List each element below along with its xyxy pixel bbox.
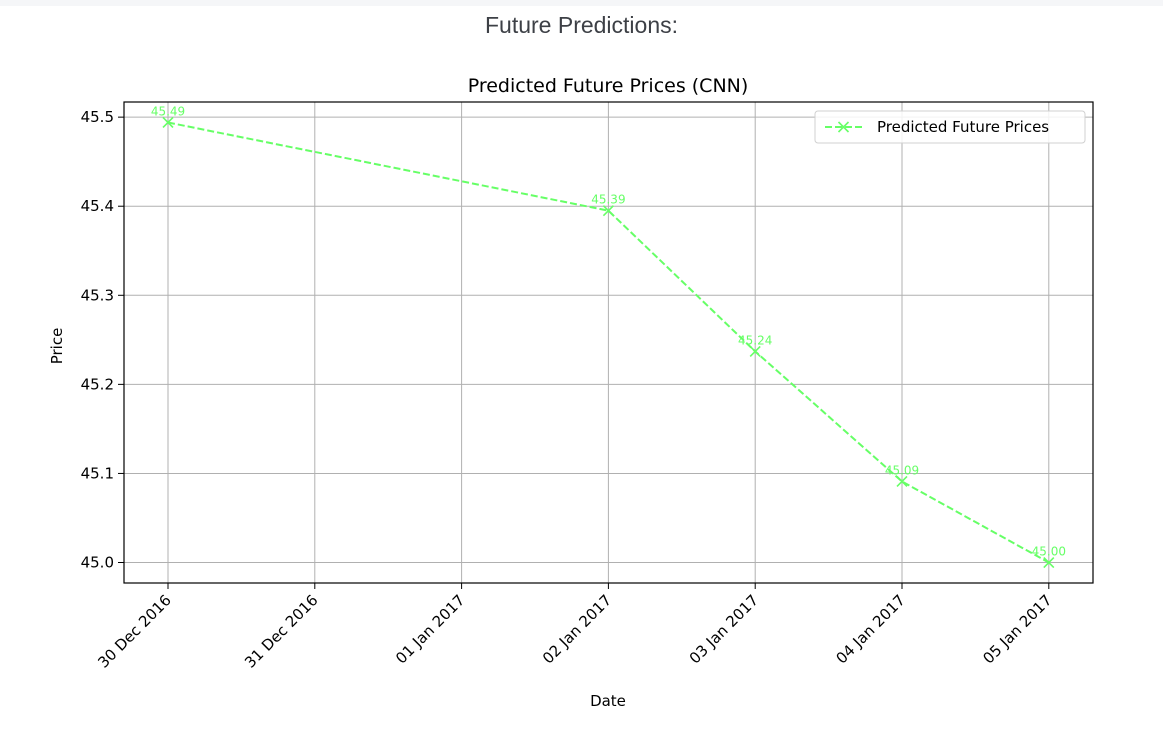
data-label: 45.09 bbox=[885, 463, 919, 477]
y-tick-label: 45.1 bbox=[81, 464, 114, 482]
x-axis-label: Date bbox=[590, 692, 626, 710]
x-tick-label: 04 Jan 2017 bbox=[833, 591, 909, 667]
legend-marker-stroke bbox=[837, 121, 850, 133]
y-tick-label: 45.0 bbox=[81, 554, 114, 572]
data-label: 45.49 bbox=[151, 104, 185, 118]
data-label: 45.00 bbox=[1032, 545, 1066, 559]
x-tick-label: 03 Jan 2017 bbox=[686, 591, 762, 667]
data-label: 45.39 bbox=[591, 193, 625, 207]
legend-entry: Predicted Future Prices bbox=[877, 118, 1049, 136]
data-point-marker bbox=[749, 345, 761, 357]
grid-lines bbox=[124, 102, 1093, 583]
data-point-marker bbox=[1043, 556, 1055, 569]
data-label: 45.24 bbox=[738, 333, 772, 347]
marker-stroke bbox=[749, 345, 761, 357]
page-heading: Future Predictions: bbox=[484, 12, 679, 38]
axis-ticks: 30 Dec 2016 31 Dec 2016 01 Jan 2017 02 Jan … bbox=[81, 108, 1056, 671]
data-point-marker bbox=[602, 205, 614, 217]
marker-stroke bbox=[1043, 556, 1055, 569]
legend-box bbox=[814, 110, 1086, 144]
data-point-marker bbox=[896, 475, 908, 488]
data-labels: 45.49 45.39 45.24 45.09 45.00 bbox=[151, 104, 1066, 558]
marker-stroke bbox=[602, 205, 614, 217]
y-tick-label: 45.5 bbox=[81, 108, 114, 126]
y-tick-label: 45.4 bbox=[81, 197, 114, 215]
marker-stroke bbox=[896, 475, 908, 488]
data-markers bbox=[162, 116, 1055, 569]
y-axis-label: Price bbox=[48, 328, 66, 365]
x-tick-label: 31 Dec 2016 bbox=[241, 591, 321, 671]
x-tick-label: 05 Jan 2017 bbox=[979, 591, 1055, 667]
y-tick-label: 45.3 bbox=[81, 286, 114, 304]
marker-stroke bbox=[162, 116, 174, 129]
chart-title: Predicted Future Prices (CNN) bbox=[468, 75, 749, 97]
x-tick-label: 30 Dec 2016 bbox=[94, 591, 174, 671]
y-tick-label: 45.2 bbox=[81, 375, 114, 393]
legend: Predicted Future Prices bbox=[814, 110, 1086, 144]
data-point-marker bbox=[162, 116, 174, 129]
x-tick-label: 02 Jan 2017 bbox=[539, 591, 615, 667]
x-tick-label: 01 Jan 2017 bbox=[392, 591, 468, 667]
legend-marker bbox=[837, 121, 850, 133]
top-band bbox=[0, 0, 1163, 6]
